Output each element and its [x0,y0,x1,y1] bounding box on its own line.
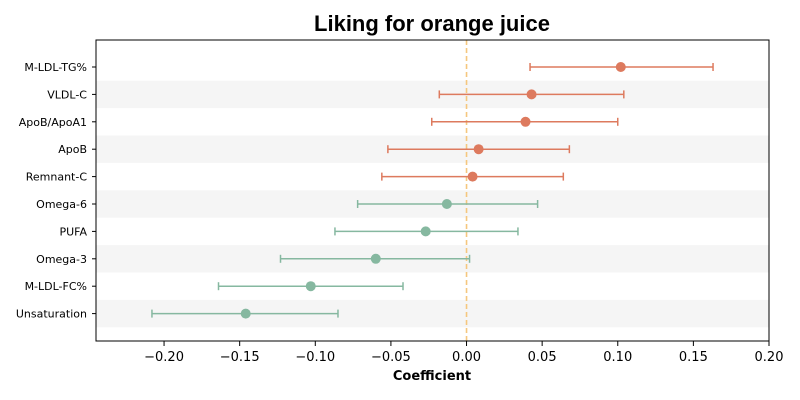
y-tick-label: Remnant-C [26,171,88,184]
point-estimate [305,281,316,292]
x-tick-label: 0.05 [528,350,557,365]
point-estimate [520,116,531,127]
point-estimate [420,226,431,237]
estimate-row [438,89,625,100]
x-tick-label: −0.20 [144,350,184,365]
x-tick-label: 0.10 [603,350,632,365]
x-axis: −0.20 −0.15 −0.10 −0.05 0.00 0.05 0.10 0.15 0.20 [144,341,783,365]
row-band [96,80,769,109]
point-estimate [615,62,626,72]
y-tick-label: M-LDL-TG% [24,61,87,74]
estimate-row [387,144,571,155]
x-tick-label: −0.15 [220,350,260,365]
x-axis-label: Coefficient [393,369,471,384]
point-estimate [467,171,478,182]
estimate-row [334,226,519,237]
x-tick-label: −0.10 [295,350,335,365]
y-tick-label: ApoB [58,143,87,156]
x-tick-label: 0.15 [679,350,708,365]
chart-title: Liking for orange juice [314,11,550,36]
y-tick-label: Omega-3 [36,253,87,266]
x-tick-label: 0.00 [452,350,481,365]
plot-frame [95,39,770,342]
y-tick-label: Omega-6 [36,198,87,211]
y-tick-label: M-LDL-FC% [25,280,87,293]
plot-marks [151,62,714,319]
point-estimate [441,199,452,209]
y-tick-label: PUFA [59,225,87,238]
estimate-row [217,281,404,292]
y-tick-label: ApoB/ApoA1 [19,116,87,129]
estimate-row [151,308,339,319]
x-tick-label: −0.05 [371,350,411,365]
y-tick-label: Unsaturation [16,308,87,321]
estimate-row [430,116,619,127]
estimate-row [381,171,565,182]
y-tick-label: VLDL-C [47,88,87,101]
x-tick-label: 0.20 [755,350,784,365]
point-estimate [473,144,484,155]
estimate-row [356,199,539,209]
y-axis: M-LDL-TG% VLDL-C ApoB/ApoA1 ApoB Remnant-C Om… [16,61,96,321]
estimate-row [279,253,471,264]
point-estimate [240,308,251,319]
point-estimate [370,253,381,264]
estimate-row [529,62,714,72]
point-estimate [526,89,537,100]
